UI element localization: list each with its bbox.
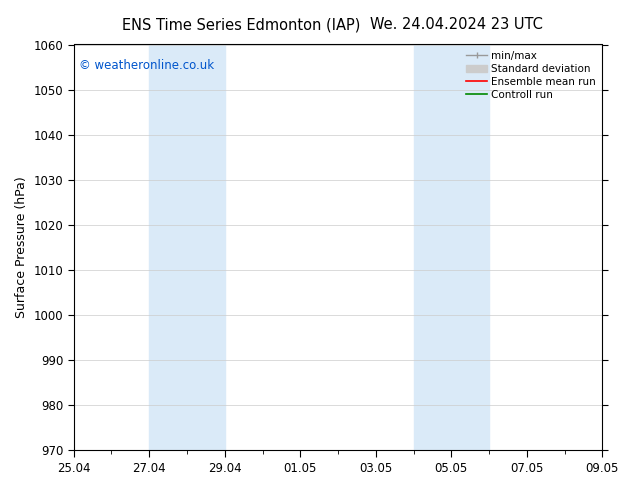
- Y-axis label: Surface Pressure (hPa): Surface Pressure (hPa): [15, 176, 28, 318]
- Text: ENS Time Series Edmonton (IAP): ENS Time Series Edmonton (IAP): [122, 17, 360, 32]
- Bar: [149, 45, 224, 450]
- Bar: [413, 45, 489, 450]
- Text: We. 24.04.2024 23 UTC: We. 24.04.2024 23 UTC: [370, 17, 543, 32]
- Text: © weatheronline.co.uk: © weatheronline.co.uk: [79, 59, 214, 72]
- Legend: min/max, Standard deviation, Ensemble mean run, Controll run: min/max, Standard deviation, Ensemble me…: [462, 47, 600, 104]
